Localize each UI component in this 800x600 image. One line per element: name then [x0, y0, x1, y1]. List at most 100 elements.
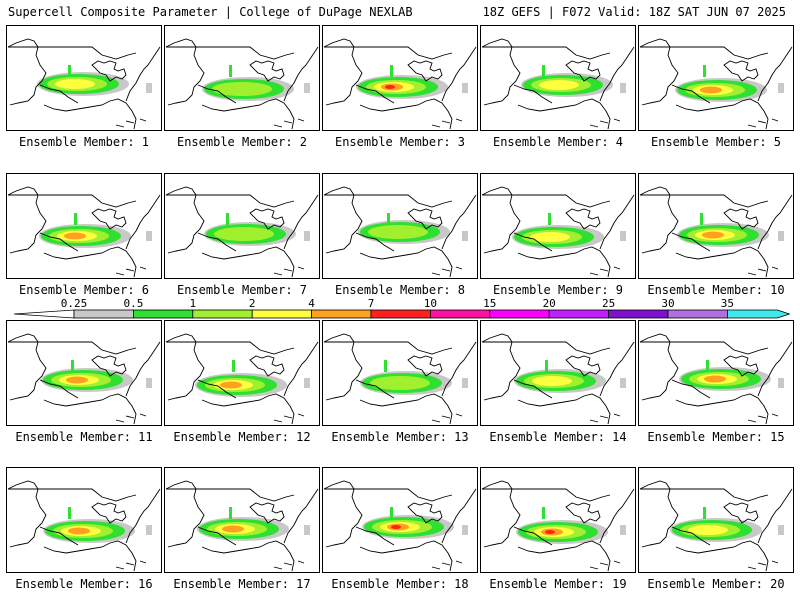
- map-panel: [322, 467, 478, 573]
- ensemble-panel: [638, 467, 794, 573]
- east-coastline: [599, 194, 635, 250]
- scp-contour: [146, 378, 152, 388]
- canada-border: [8, 194, 137, 208]
- scp-contour: [542, 65, 545, 77]
- gulf-coastline: [359, 540, 453, 572]
- canada-border: [8, 488, 137, 502]
- map-frame: [638, 25, 794, 131]
- scp-contour: [542, 507, 545, 519]
- great-lakes: [407, 502, 443, 524]
- map-panel: [164, 25, 320, 131]
- canada-border: [640, 341, 769, 355]
- east-coastline: [125, 46, 161, 102]
- east-coastline: [441, 194, 477, 250]
- gulf-coastline: [359, 246, 453, 278]
- scp-contour: [384, 360, 387, 372]
- mexico-border: [197, 84, 237, 104]
- valid-time: 18Z GEFS | F072 Valid: 18Z SAT JUN 07 20…: [482, 5, 786, 19]
- west-coastline: [7, 333, 47, 401]
- ensemble-panel: [322, 25, 478, 131]
- map-panel: [480, 25, 636, 131]
- map-panel: [6, 467, 162, 573]
- canada-border: [324, 341, 453, 355]
- scale-tick-label: 1: [189, 297, 197, 310]
- caribbean-islands: [589, 560, 621, 570]
- mexico-border: [671, 379, 711, 399]
- scale-swatch: [370, 309, 431, 319]
- great-lakes: [249, 355, 285, 377]
- east-coastline: [125, 341, 161, 397]
- scp-contour: [545, 360, 548, 372]
- map-panel: [638, 320, 794, 426]
- gulf-coastline: [43, 246, 137, 278]
- scale-tick-label: 15: [483, 297, 497, 310]
- gulf-coastline: [517, 393, 611, 425]
- mexico-border: [513, 379, 553, 399]
- scale-left-arrow: [13, 309, 75, 319]
- scp-contour: [620, 378, 626, 388]
- gulf-coastline: [201, 393, 295, 425]
- west-coastline: [323, 38, 363, 106]
- scp-contour: [387, 213, 390, 225]
- east-coastline: [599, 341, 635, 397]
- member-caption: Ensemble Member: 19: [489, 577, 627, 591]
- ensemble-panel: [322, 467, 478, 573]
- ensemble-panel: [164, 320, 320, 426]
- scp-contour: [64, 232, 86, 240]
- member-caption: Ensemble Member: 17: [173, 577, 311, 591]
- mexico-border: [197, 526, 237, 546]
- mexico-border: [39, 526, 79, 546]
- ensemble-panel: [164, 173, 320, 279]
- west-coastline: [7, 186, 47, 254]
- member-caption: Ensemble Member: 8: [334, 283, 466, 297]
- west-coastline: [481, 38, 521, 106]
- scp-contour: [462, 231, 468, 241]
- caribbean-islands: [431, 560, 463, 570]
- map-frame: [164, 320, 320, 426]
- west-coastline: [323, 186, 363, 254]
- great-lakes: [565, 355, 601, 377]
- east-coastline: [125, 194, 161, 250]
- scp-contour: [700, 213, 703, 225]
- caribbean-islands: [431, 118, 463, 128]
- east-coastline: [441, 341, 477, 397]
- scp-contour: [548, 213, 551, 225]
- scale-swatch: [311, 309, 372, 319]
- ensemble-panel: [480, 467, 636, 573]
- gulf-coastline: [359, 393, 453, 425]
- scp-contour: [545, 530, 555, 534]
- scp-contour: [532, 376, 572, 386]
- member-caption: Ensemble Member: 2: [176, 135, 308, 149]
- caribbean-islands: [747, 560, 779, 570]
- great-lakes: [565, 60, 601, 82]
- scp-contour: [68, 65, 71, 77]
- map-panel: [638, 173, 794, 279]
- scp-contour: [304, 83, 310, 93]
- scp-contour: [539, 80, 579, 90]
- map-frame: [164, 467, 320, 573]
- scp-contour: [370, 376, 430, 390]
- mexico-border: [197, 232, 237, 252]
- scp-contour: [232, 360, 235, 372]
- scale-swatch: [727, 309, 791, 319]
- scp-contour: [778, 83, 784, 93]
- caribbean-islands: [747, 266, 779, 276]
- scale-swatch: [667, 309, 728, 319]
- scp-contour: [778, 525, 784, 535]
- great-lakes: [91, 208, 127, 230]
- scale-swatch: [608, 309, 669, 319]
- map-panel: [322, 173, 478, 279]
- member-caption: Ensemble Member: 5: [650, 135, 782, 149]
- ensemble-panel: [480, 25, 636, 131]
- gulf-coastline: [675, 393, 769, 425]
- east-coastline: [125, 488, 161, 544]
- scale-tick-label: 7: [367, 297, 375, 310]
- scp-contour: [778, 231, 784, 241]
- caribbean-islands: [115, 266, 147, 276]
- scale-tick-label: 0.5: [123, 297, 144, 310]
- great-lakes: [407, 208, 443, 230]
- member-caption: Ensemble Member: 9: [492, 283, 624, 297]
- east-coastline: [441, 488, 477, 544]
- ensemble-panel: [6, 320, 162, 426]
- east-coastline: [599, 488, 635, 544]
